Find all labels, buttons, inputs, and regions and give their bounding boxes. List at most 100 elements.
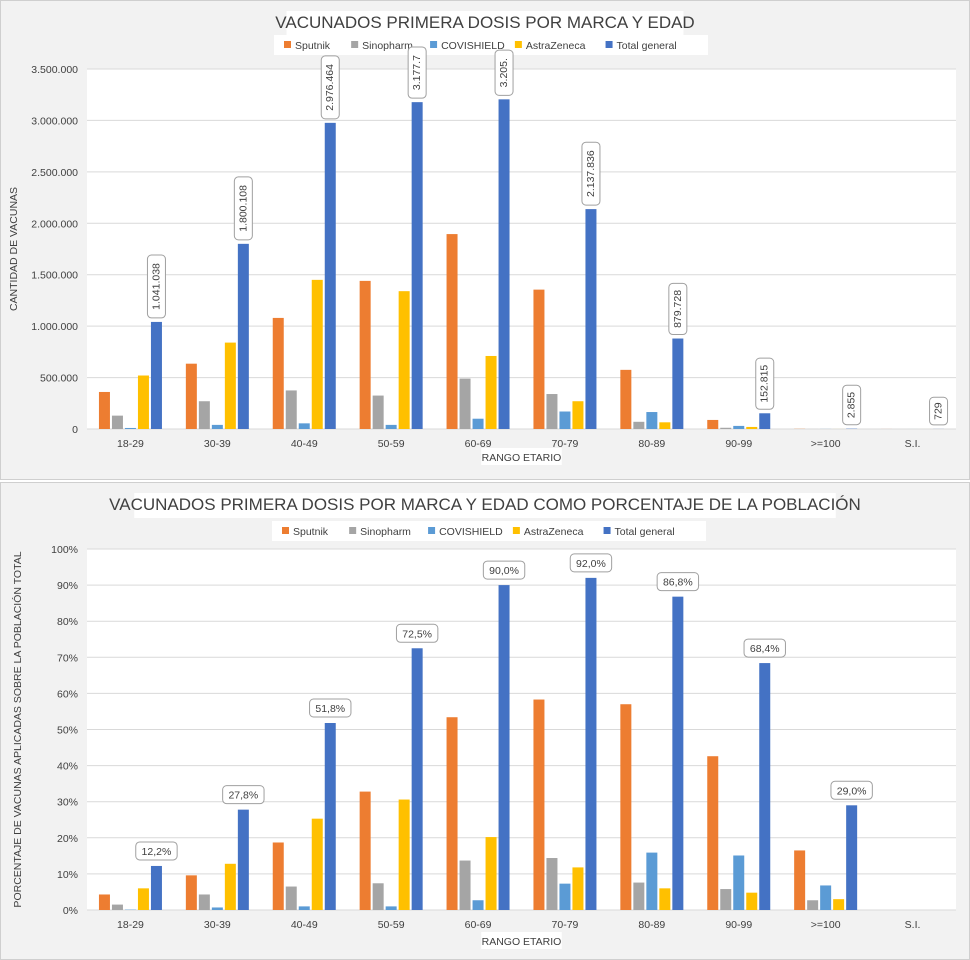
bar-sputnik [272, 842, 284, 910]
data-label: 72,5% [395, 623, 439, 643]
chart-title: VACUNADOS PRIMERA DOSIS POR MARCA Y EDAD… [109, 495, 861, 514]
bar-total-general [237, 809, 249, 910]
svg-text:86,8%: 86,8% [663, 577, 693, 589]
bar-sputnik [620, 369, 632, 429]
legend-swatch [349, 527, 357, 534]
data-label: 3.177.7 [407, 46, 427, 99]
bar-astrazeneca [746, 426, 758, 429]
legend-box [272, 521, 706, 541]
bar-astrazeneca [833, 899, 845, 910]
bar-total-general [585, 577, 597, 910]
svg-text:29,0%: 29,0% [837, 785, 867, 797]
bar-total-general [759, 413, 771, 429]
x-tick-label: 90-99 [725, 438, 752, 450]
x-tick-label: 30-39 [204, 919, 231, 931]
bar-sinopharm [459, 860, 471, 910]
y-tick-label: 40% [57, 761, 78, 773]
data-label: 86,8% [656, 572, 700, 592]
x-tick-label: 70-79 [552, 438, 579, 450]
x-tick-label: 50-59 [378, 438, 405, 450]
bar-sputnik [533, 699, 545, 910]
x-tick-label: >=100 [811, 919, 841, 931]
x-axis-title-box [481, 932, 562, 949]
data-label: 90,0% [482, 560, 526, 580]
svg-text:68,4%: 68,4% [750, 643, 780, 655]
legend-label: COVISHIELD [439, 526, 503, 538]
legend-swatch [428, 527, 436, 534]
bar-astrazeneca [485, 355, 497, 429]
bar-sputnik [185, 363, 197, 429]
legend-box [274, 35, 708, 55]
legend-label: Sputnik [295, 40, 331, 52]
data-label: 2.855 [842, 384, 862, 426]
bar-covishield [646, 852, 658, 910]
x-tick-label: 40-49 [291, 919, 318, 931]
x-tick-label: 60-69 [465, 438, 492, 450]
bar-sputnik [533, 289, 545, 429]
y-tick-label: 1.000.000 [31, 321, 78, 333]
bar-sputnik [359, 791, 371, 910]
bar-total-general [237, 243, 249, 429]
chart-title: VACUNADOS PRIMERA DOSIS POR MARCA Y EDAD [275, 13, 694, 32]
bar-astrazeneca [659, 888, 671, 910]
svg-text:51,8%: 51,8% [315, 703, 345, 715]
data-label: 152.815 [755, 357, 775, 410]
bar-total-general [498, 585, 510, 910]
bar-covishield [472, 418, 484, 429]
bar-covishield [559, 411, 571, 429]
bar-sinopharm [546, 394, 558, 429]
bar-total-general [498, 99, 510, 429]
bar-sinopharm [459, 378, 471, 429]
bar-sinopharm [198, 401, 210, 429]
y-tick-label: 80% [57, 616, 78, 628]
x-tick-label: 70-79 [552, 919, 579, 931]
bar-sinopharm [372, 883, 384, 910]
bar-total-general [672, 596, 684, 910]
bar-total-general [411, 648, 423, 910]
x-tick-label: 80-89 [638, 438, 665, 450]
bar-sputnik [707, 419, 719, 429]
legend-label: AstraZeneca [524, 526, 584, 538]
y-axis-title: CANTIDAD DE VACUNAS [8, 187, 20, 311]
svg-text:2.855: 2.855 [846, 392, 858, 418]
bar-astrazeneca [659, 422, 671, 429]
y-tick-label: 0% [63, 905, 78, 917]
y-tick-label: 2.500.000 [31, 167, 78, 179]
bar-sinopharm [546, 858, 558, 910]
bar-astrazeneca [311, 279, 323, 429]
plot-area [87, 69, 956, 429]
bar-astrazeneca [224, 863, 236, 910]
bar-astrazeneca [224, 342, 236, 429]
bar-astrazeneca [746, 892, 758, 910]
x-tick-label: 18-29 [117, 438, 144, 450]
chart-title-box [286, 11, 684, 36]
bar-total-general [150, 321, 162, 429]
bar-covishield [385, 424, 397, 429]
bar-total-general [585, 209, 597, 429]
bar-sputnik [794, 850, 806, 910]
svg-text:3.205.: 3.205. [498, 58, 510, 87]
legend-label: Sputnik [293, 526, 329, 538]
bar-sputnik [185, 875, 197, 910]
y-axis-title: PORCENTAJE DE VACUNAS APLICADAS SOBRE LA… [11, 551, 24, 907]
legend-swatch [284, 41, 291, 48]
x-tick-label: 18-29 [117, 919, 144, 931]
bar-covishield [298, 423, 310, 429]
bar-astrazeneca [398, 291, 410, 429]
svg-text:3.177.7: 3.177.7 [411, 55, 423, 90]
legend-swatch [514, 41, 522, 48]
data-label: 2.976.464 [320, 55, 340, 120]
svg-text:90,0%: 90,0% [489, 565, 519, 577]
y-tick-label: 30% [57, 797, 78, 809]
x-tick-label: 80-89 [638, 919, 665, 931]
legend-swatch [512, 527, 520, 534]
bar-total-general [411, 102, 423, 430]
data-label: 729 [929, 396, 949, 426]
x-tick-label: S.I. [905, 438, 921, 450]
bar-sputnik [446, 234, 458, 429]
legend-label: Total general [617, 40, 677, 52]
x-tick-label: 50-59 [378, 919, 405, 931]
bar-sputnik [272, 317, 284, 429]
y-tick-label: 0 [72, 424, 78, 436]
bar-sputnik [359, 280, 371, 429]
